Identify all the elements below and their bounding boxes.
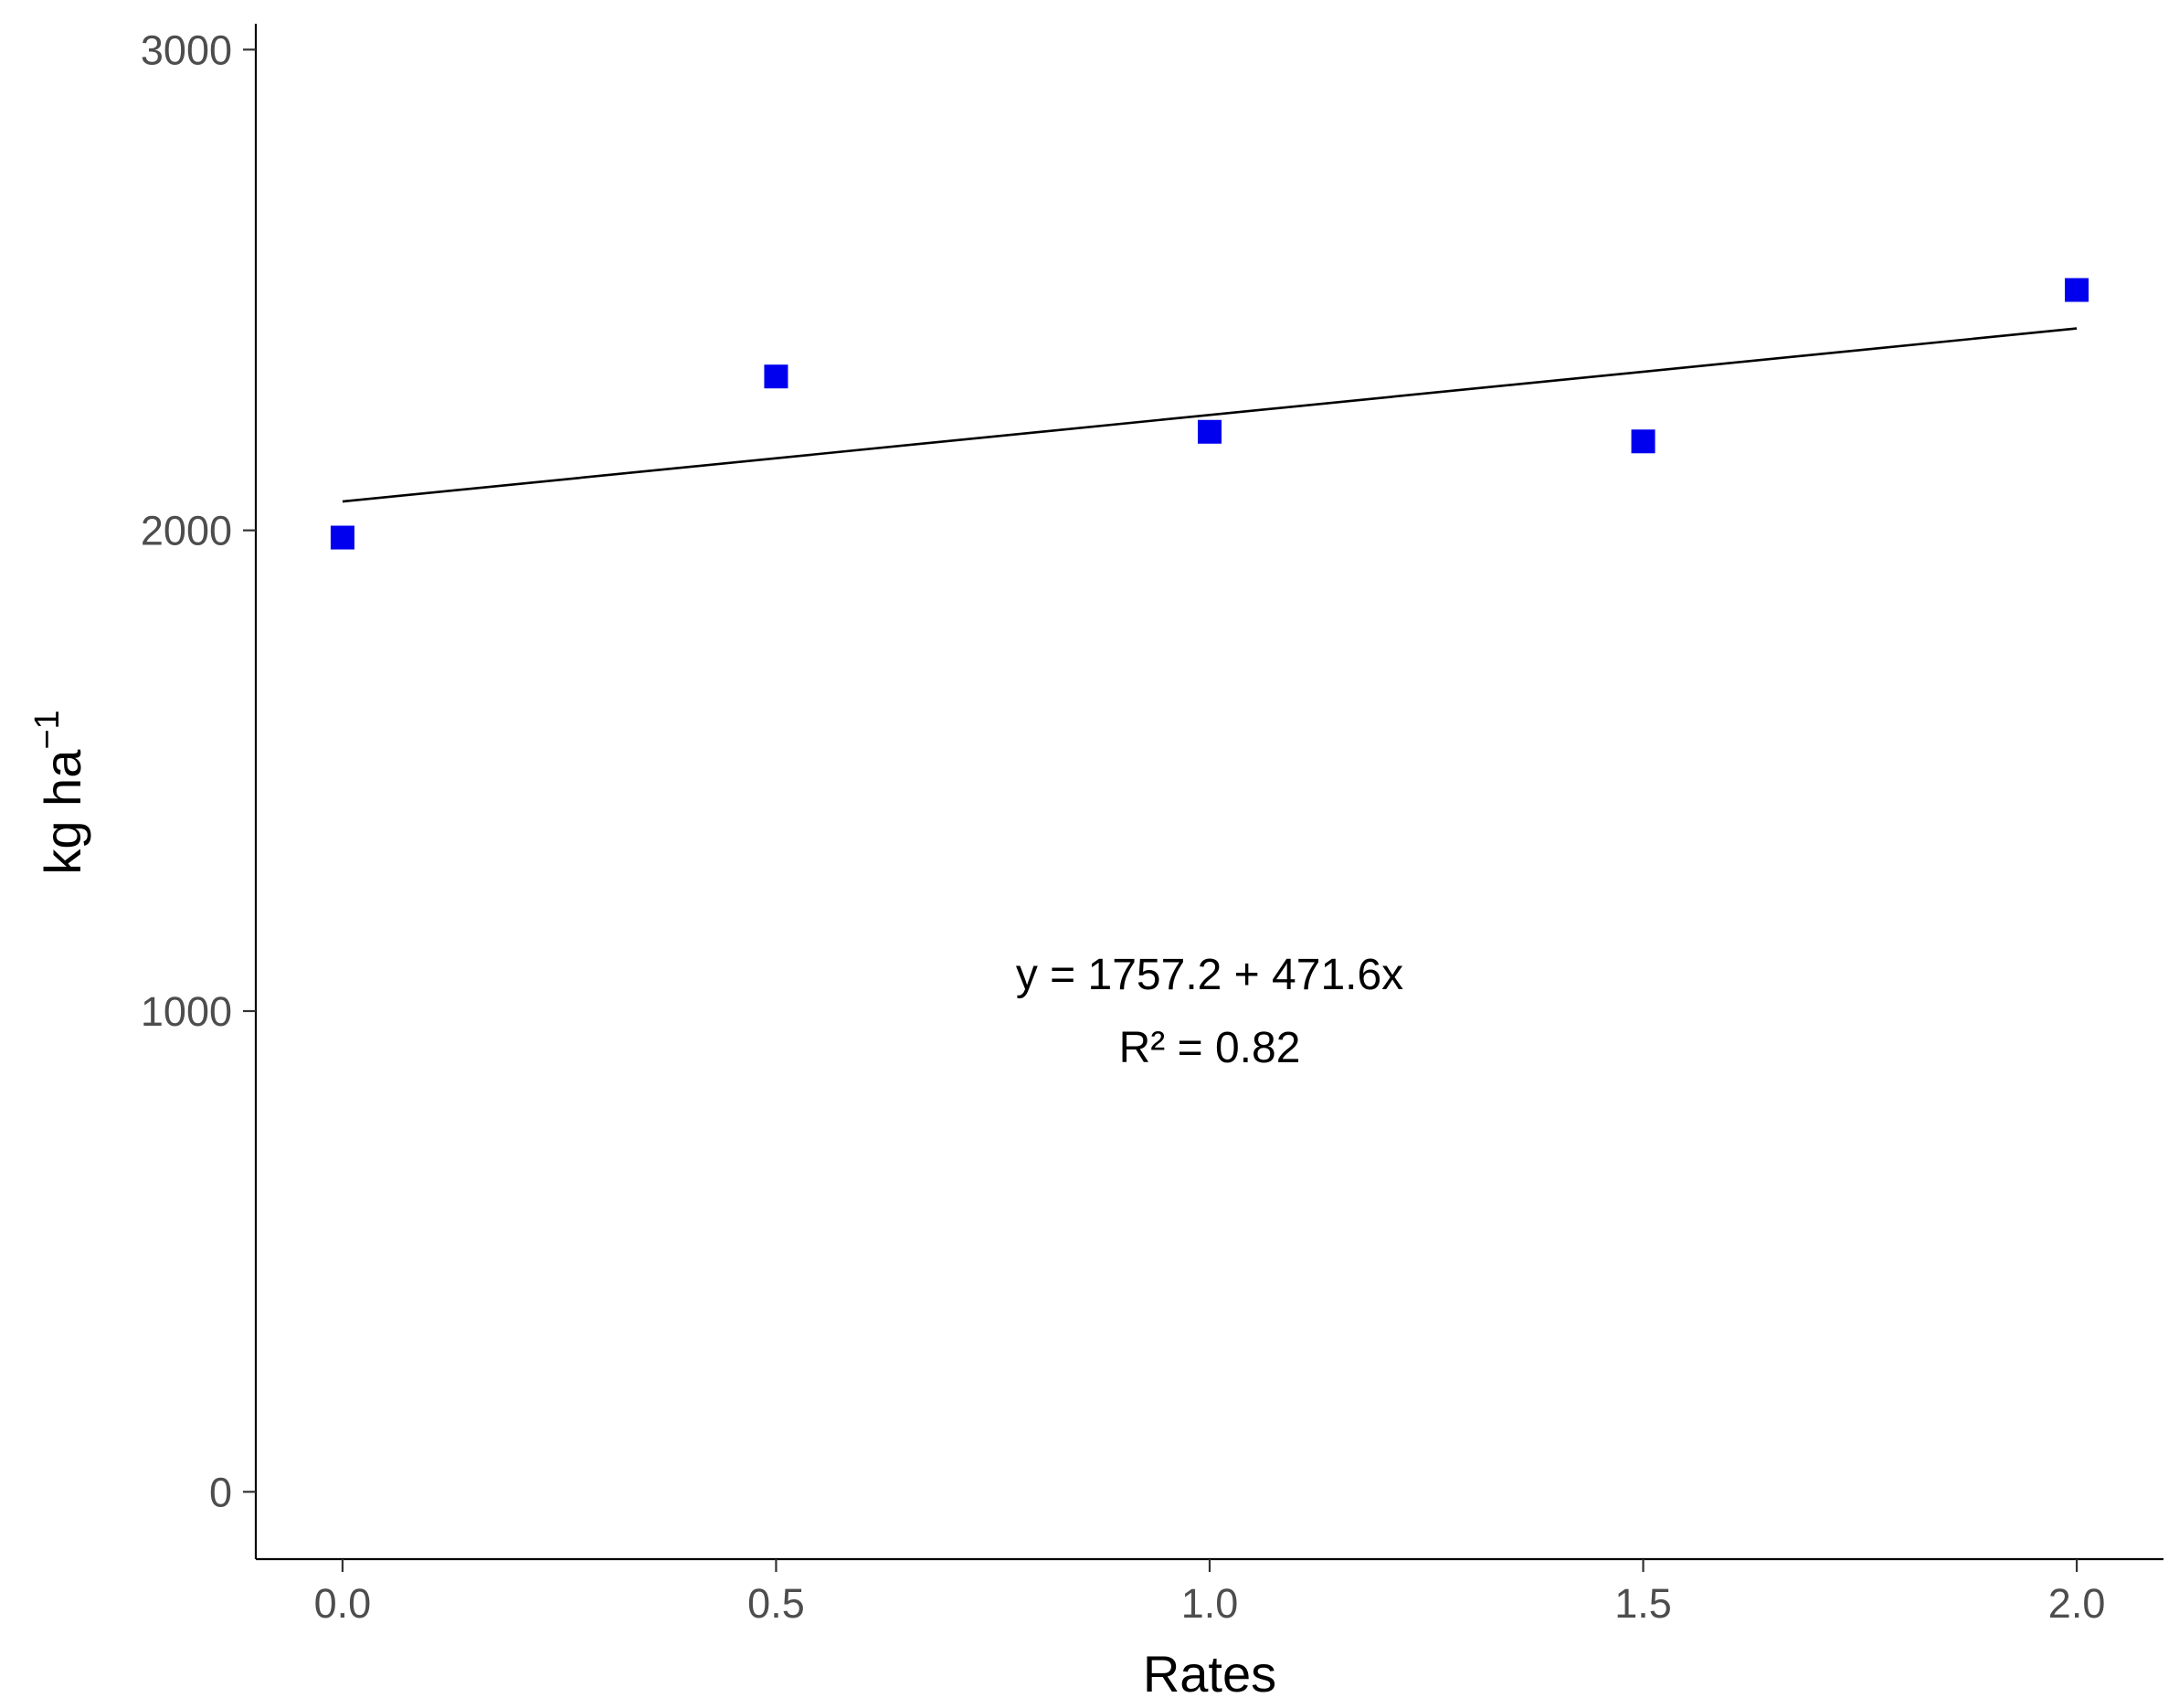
y-tick-label: 3000 [141, 26, 232, 73]
x-tick-label: 2.0 [2048, 1580, 2106, 1627]
y-axis-title: kg ha−1 [28, 710, 91, 874]
data-points [330, 278, 2089, 550]
equation-annotation: y = 1757.2 + 471.6x [1016, 951, 1403, 999]
data-point [2065, 278, 2089, 302]
x-axis-title: Rates [1143, 1645, 1276, 1703]
data-point [330, 525, 354, 550]
axis-titles: Rates kg ha−1 [28, 710, 1276, 1703]
r-squared-annotation: R² = 0.82 [1119, 1024, 1301, 1072]
data-point [1198, 419, 1222, 444]
data-point [1631, 429, 1655, 454]
y-tick-label: 0 [209, 1469, 232, 1515]
x-tick-label: 1.5 [1614, 1580, 1672, 1627]
axes: 0 1000 2000 3000 0.0 0.5 1.0 1.5 2.0 [141, 24, 2163, 1627]
y-tick-label: 1000 [141, 988, 232, 1035]
x-tick-label: 0.0 [314, 1580, 372, 1627]
data-point [764, 364, 788, 389]
y-tick-label: 2000 [141, 508, 232, 554]
y-axis-title-superscript: −1 [28, 710, 67, 749]
regression-line [342, 327, 2078, 503]
x-tick-label: 0.5 [747, 1580, 805, 1627]
x-tick-label: 1.0 [1181, 1580, 1239, 1627]
fit-line-layer [342, 327, 2078, 503]
annotations: y = 1757.2 + 471.6x R² = 0.82 [1016, 951, 1403, 1072]
y-axis-title-base: kg ha [34, 749, 91, 875]
